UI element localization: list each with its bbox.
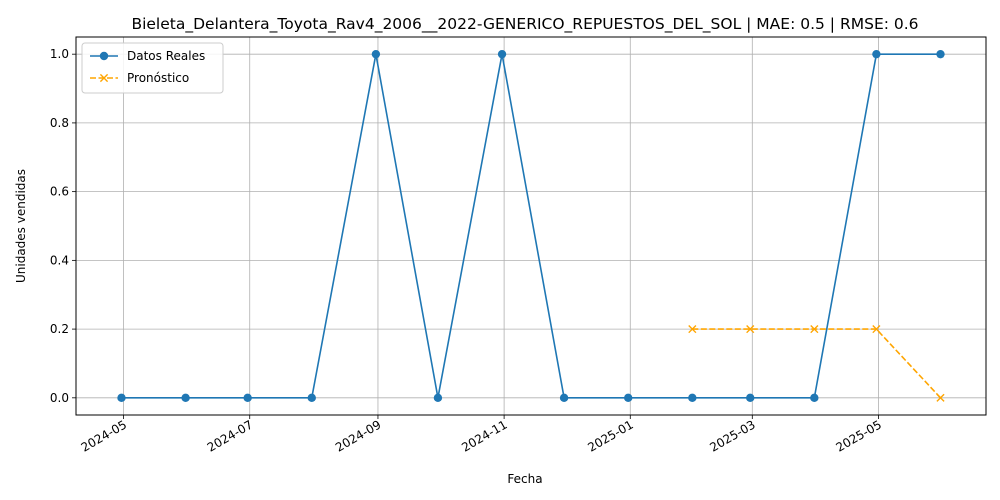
x-tick-label: 2024-11 xyxy=(459,417,509,454)
x-tick-label: 2024-05 xyxy=(79,417,129,454)
data-point xyxy=(624,393,633,403)
x-tick-label: 2025-05 xyxy=(834,417,884,454)
y-tick-label: 0.2 xyxy=(50,322,69,336)
x-tick-label: 2025-03 xyxy=(707,417,757,454)
y-tick-label: 0.4 xyxy=(50,253,69,267)
legend-item: Datos Reales xyxy=(90,49,205,63)
series-line xyxy=(121,53,941,399)
data-point xyxy=(936,49,945,59)
data-point xyxy=(872,49,881,59)
data-point xyxy=(810,393,819,403)
legend-marker xyxy=(99,51,109,61)
data-point xyxy=(243,393,252,403)
y-axis-ticks: 0.0 0.2 0.4 0.6 0.8 1.0 xyxy=(50,47,76,405)
y-tick-label: 0.8 xyxy=(50,116,69,130)
data-point xyxy=(371,49,381,59)
y-tick-label: 0.0 xyxy=(50,391,69,405)
series-datos-reales xyxy=(117,49,945,403)
x-axis-label: Fecha xyxy=(507,472,542,486)
legend: Datos Reales Pronóstico xyxy=(81,42,224,94)
data-point xyxy=(746,324,755,334)
data-point xyxy=(746,393,755,403)
data-point xyxy=(181,393,190,403)
legend-label: Datos Reales xyxy=(127,49,205,63)
x-tick-label: 2024-07 xyxy=(205,417,255,454)
data-point xyxy=(810,324,819,334)
data-point xyxy=(872,324,881,334)
y-tick-label: 0.6 xyxy=(50,185,69,199)
data-point xyxy=(497,49,507,59)
data-point xyxy=(936,393,945,402)
series-pronostico xyxy=(688,324,945,402)
data-point xyxy=(688,393,697,403)
plot-frame xyxy=(75,36,987,416)
y-tick-label: 1.0 xyxy=(50,47,69,61)
x-axis-ticks: 2024-05 2024-07 2024-09 2024-11 2025-01 2025-… xyxy=(79,415,884,455)
legend-item: Pronóstico xyxy=(90,71,189,85)
x-tick-label: 2024-09 xyxy=(333,417,383,454)
y-axis-label: Unidades vendidas xyxy=(14,169,28,283)
data-point xyxy=(307,393,316,403)
legend-marker xyxy=(99,73,109,83)
chart-title: Bieleta_Delantera_Toyota_Rav4_2006__2022… xyxy=(131,15,918,34)
legend-label: Pronóstico xyxy=(127,71,189,85)
data-point xyxy=(117,393,126,403)
grid xyxy=(76,37,986,415)
x-tick-label: 2025-01 xyxy=(585,417,635,454)
series-layer xyxy=(117,49,945,403)
data-point xyxy=(688,324,697,334)
data-point xyxy=(433,393,443,403)
data-point xyxy=(559,393,569,403)
